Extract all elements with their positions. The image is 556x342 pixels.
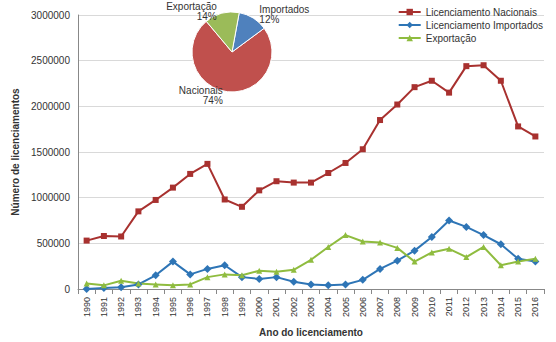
svg-text:2001: 2001: [271, 297, 281, 317]
svg-text:2000000: 2000000: [31, 101, 70, 112]
svg-text:2011: 2011: [444, 297, 454, 316]
svg-text:2500000: 2500000: [31, 55, 70, 66]
svg-text:12%: 12%: [259, 14, 279, 25]
svg-text:1990: 1990: [82, 297, 92, 317]
svg-text:1998: 1998: [220, 297, 230, 317]
svg-text:2015: 2015: [513, 297, 523, 317]
svg-text:3000000: 3000000: [31, 10, 70, 21]
svg-text:1995: 1995: [168, 297, 178, 317]
svg-text:2004: 2004: [323, 297, 333, 317]
svg-text:1992: 1992: [116, 297, 126, 317]
svg-text:2016: 2016: [530, 297, 540, 317]
svg-text:1991: 1991: [99, 297, 109, 317]
svg-text:2006: 2006: [358, 297, 368, 317]
svg-text:Ano do licenciamento: Ano do licenciamento: [259, 327, 363, 338]
svg-text:2008: 2008: [392, 297, 402, 317]
svg-text:2000: 2000: [254, 297, 264, 317]
svg-text:Exportação: Exportação: [166, 0, 217, 12]
svg-text:500000: 500000: [37, 238, 71, 249]
svg-text:Licenciamento Nacionais: Licenciamento Nacionais: [426, 7, 537, 18]
svg-text:74%: 74%: [203, 95, 223, 106]
svg-text:2005: 2005: [341, 297, 351, 317]
svg-text:14%: 14%: [197, 11, 217, 22]
svg-text:0: 0: [64, 284, 70, 295]
svg-text:1993: 1993: [133, 297, 143, 317]
svg-text:1997: 1997: [202, 297, 212, 317]
svg-text:2009: 2009: [410, 297, 420, 317]
svg-text:2010: 2010: [427, 297, 437, 317]
svg-text:1999: 1999: [237, 297, 247, 317]
svg-text:2014: 2014: [496, 297, 506, 317]
svg-text:2002: 2002: [289, 297, 299, 317]
svg-text:2013: 2013: [479, 297, 489, 317]
svg-text:1500000: 1500000: [31, 147, 70, 158]
svg-text:Licenciamento Importados: Licenciamento Importados: [426, 20, 543, 31]
svg-text:1994: 1994: [151, 297, 161, 317]
svg-text:Importados: Importados: [259, 4, 310, 16]
svg-text:1996: 1996: [185, 297, 195, 317]
svg-text:1000000: 1000000: [31, 192, 70, 203]
svg-text:2003: 2003: [306, 297, 316, 317]
svg-text:Nacionais: Nacionais: [178, 85, 223, 97]
svg-text:Número de licenciamentos: Número de licenciamentos: [10, 88, 21, 216]
svg-text:Exportação: Exportação: [426, 33, 477, 44]
svg-text:2012: 2012: [461, 297, 471, 317]
svg-text:2007: 2007: [375, 297, 385, 317]
